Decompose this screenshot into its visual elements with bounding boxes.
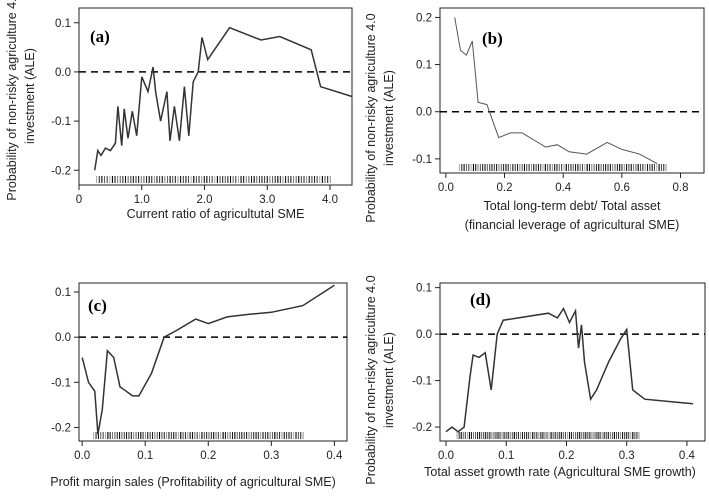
ale-curve	[93, 26, 353, 171]
y-tick-label: 0.1	[55, 18, 71, 30]
x-axis-label: Total asset growth rate (Agricultural SM…	[424, 465, 696, 479]
y-tick-label: 0.2	[416, 12, 432, 24]
y-tick-label: -0.1	[412, 376, 432, 388]
x-tick-label: 0.1	[137, 450, 153, 462]
panel-b: -0.1 0.0 0.1 0.2 0.0 0.2 0.4 0.6 0.8 (b) Total lon…	[364, 7, 705, 232]
x-tick-label: 0.0	[74, 450, 90, 462]
y-tick-label: -0.2	[51, 165, 71, 177]
x-tick-label: 0.0	[438, 182, 454, 194]
x-tick-label: 0.3	[619, 450, 635, 462]
x-tick-label: 3.0	[259, 194, 275, 206]
x-axis-label: Current ratio of agricultutal SME	[127, 207, 305, 221]
panel-c: -0.2 -0.1 0.0 0.1 0.0 0.1 0.2 0.3 0.4 (c) Profit m…	[50, 282, 348, 489]
y-tick-label: 0.1	[416, 60, 432, 72]
panel-a: -0.2 -0.1 0.0 0.1 0 1.0 2.0 3.0 4.0 (a) Current ra…	[5, 0, 353, 221]
plot-frame	[439, 7, 705, 174]
y-tick-label: -0.2	[412, 422, 432, 434]
plot-frame	[439, 282, 706, 442]
x-tick-label: 0.4	[555, 182, 572, 194]
y-tick-label: 0.0	[416, 329, 432, 341]
y-axis-label: Probability of non-risky agriculture 4.0…	[5, 0, 37, 201]
panel-label: (a)	[90, 27, 110, 46]
y-axis-label-line: Probability of non-risky agriculture 4.0	[5, 0, 19, 201]
y-axis-label-line: investment (ALE)	[382, 70, 396, 166]
panel-d: -0.2 -0.1 0.0 0.1 0.0 0.1 0.2 0.3 0.4 (d) Total as…	[364, 275, 706, 485]
x-tick-label: 0	[76, 194, 82, 206]
y-tick-label: -0.2	[51, 422, 71, 434]
rug-plot	[96, 176, 331, 183]
y-tick-label: 0.1	[55, 287, 71, 299]
y-tick-label: 0.0	[55, 67, 71, 79]
x-axis-label: (financial leverage of agricultural SME)	[465, 218, 680, 232]
x-tick-label: 0.4	[326, 450, 343, 462]
panel-label: (b)	[482, 29, 503, 48]
plot-frame	[78, 7, 353, 186]
y-tick-label: 0.0	[55, 332, 71, 344]
rug-plot	[458, 164, 667, 171]
x-axis-label: Total long-term debt/ Total asset	[484, 199, 661, 213]
y-tick-label: -0.1	[51, 377, 71, 389]
x-tick-label: 0.8	[673, 182, 689, 194]
x-tick-label: 0.4	[679, 450, 696, 462]
y-tick-label: 0.1	[416, 283, 432, 295]
plot-frame	[78, 282, 348, 442]
x-tick-label: 0.0	[438, 450, 454, 462]
y-axis-label: Probability of non-risky agriculture 4.0…	[364, 275, 396, 484]
rug-plot	[456, 432, 640, 439]
ale-curve	[454, 17, 658, 165]
y-tick-label: -0.1	[51, 116, 71, 128]
x-tick-label: 0.6	[614, 182, 630, 194]
x-tick-label: 0.2	[497, 182, 513, 194]
x-tick-label: 0.1	[498, 450, 514, 462]
panel-label: (c)	[88, 296, 107, 315]
x-tick-label: 1.0	[134, 194, 150, 206]
y-axis-label-line: investment (ALE)	[382, 332, 396, 428]
x-tick-label: 0.3	[263, 450, 279, 462]
x-tick-label: 0.2	[558, 450, 574, 462]
rug-plot	[93, 432, 304, 439]
x-axis-label: Profit margin sales (Profitability of ag…	[50, 475, 336, 489]
y-axis-label-line: investment (ALE)	[23, 48, 37, 144]
y-axis-label-line: Probability of non-risky agriculture 4.0	[364, 13, 378, 222]
y-axis-label-line: Probability of non-risky agriculture 4.0	[364, 275, 378, 484]
y-tick-label: 0.0	[416, 107, 432, 119]
x-tick-label: 2.0	[197, 194, 213, 206]
ale-curve	[81, 284, 335, 435]
panel-label: (d)	[470, 290, 491, 309]
x-tick-label: 0.2	[200, 450, 216, 462]
y-axis-label: Probability of non-risky agriculture 4.0…	[364, 13, 396, 222]
y-tick-label: -0.1	[412, 154, 432, 166]
ale-curve	[445, 307, 694, 433]
x-tick-label: 4.0	[322, 194, 338, 206]
